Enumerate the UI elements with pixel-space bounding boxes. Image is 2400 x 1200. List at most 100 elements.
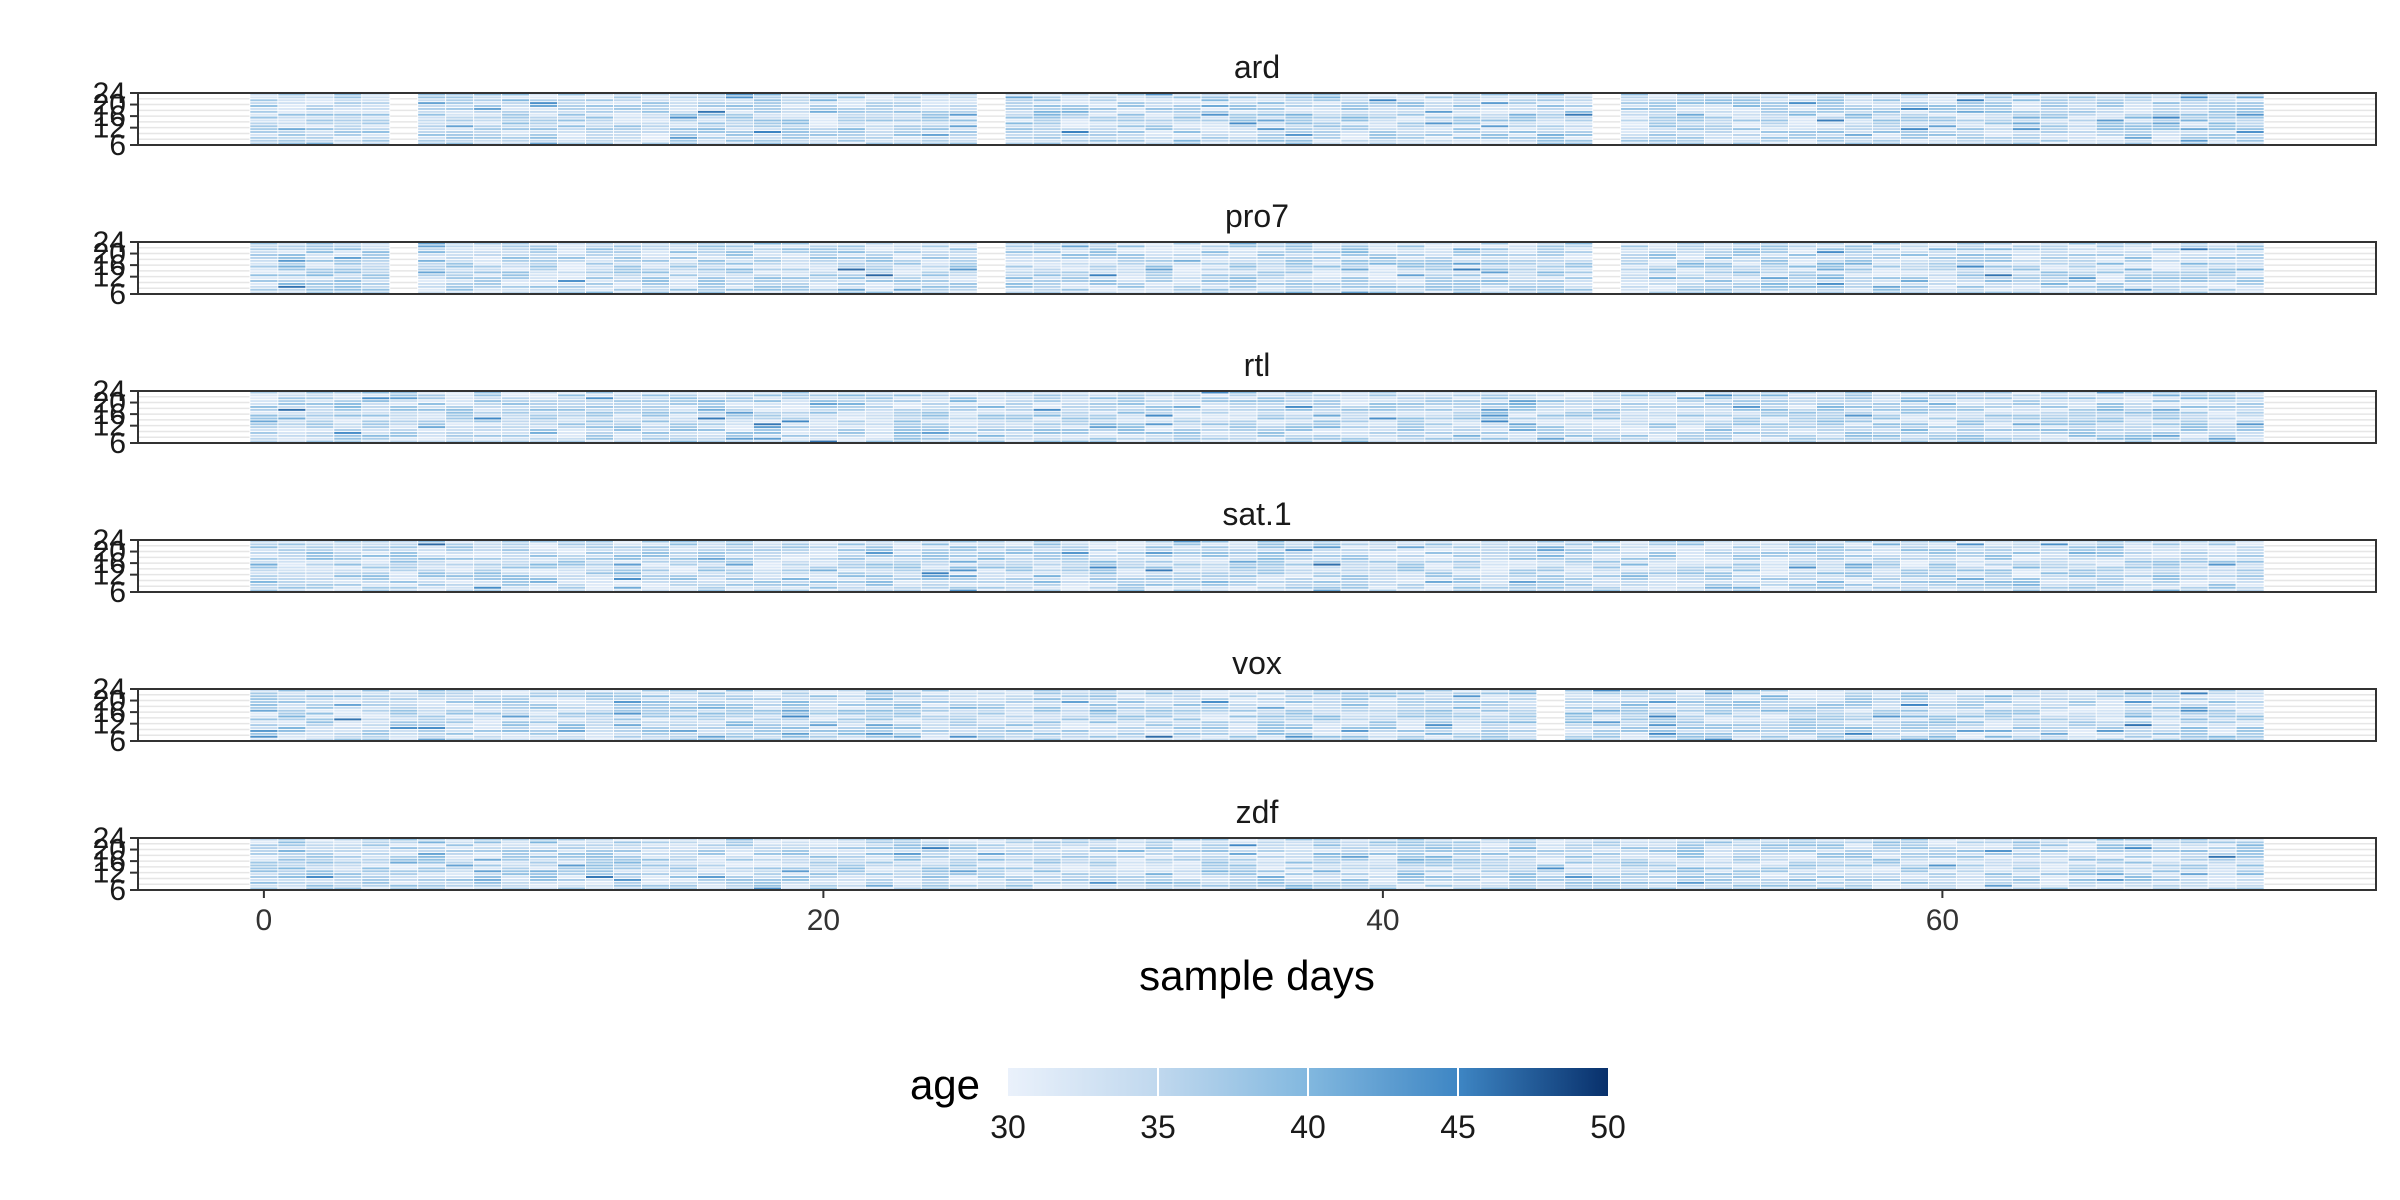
heatmap-cell <box>1704 284 1733 289</box>
heatmap-cell <box>585 135 614 140</box>
heatmap-cell <box>529 551 559 555</box>
heatmap-cell <box>1060 138 1090 143</box>
heatmap-cell <box>1732 109 1761 114</box>
heatmap-cell <box>1200 121 1230 126</box>
heatmap-cell <box>389 542 419 547</box>
heatmap-cell <box>1340 393 1370 398</box>
heatmap-cell <box>1172 284 1202 289</box>
heatmap-cell <box>1676 261 1706 266</box>
heatmap-cell <box>1983 431 2013 435</box>
heatmap-cell <box>333 258 363 263</box>
heatmap-cell <box>473 287 503 292</box>
heatmap-cell <box>725 250 754 254</box>
heatmap-cell <box>1592 428 1622 432</box>
heatmap-cell <box>1228 273 1258 278</box>
heatmap-cell <box>1844 436 1873 441</box>
heatmap-cell <box>2179 284 2209 289</box>
heatmap-cell <box>1480 407 1510 412</box>
heatmap-cell <box>417 393 447 398</box>
heatmap-cell <box>1955 577 1985 581</box>
heatmap-cell <box>641 279 670 283</box>
heatmap-cell <box>725 261 754 266</box>
heatmap-cell <box>1200 104 1230 108</box>
heatmap-cell <box>1676 95 1706 100</box>
heatmap-cell <box>864 433 894 438</box>
heatmap-cell <box>948 107 978 111</box>
heatmap-cell <box>529 433 559 438</box>
heatmap-cell <box>1340 413 1370 418</box>
heatmap-cell <box>641 127 670 131</box>
heatmap-cell <box>1256 282 1286 286</box>
heatmap-cell <box>725 582 754 587</box>
heatmap-cell <box>501 273 531 278</box>
heatmap-cell <box>920 399 950 403</box>
heatmap-cell <box>1088 416 1118 421</box>
heatmap-cell <box>1844 95 1873 100</box>
heatmap-cell <box>1508 542 1538 547</box>
heatmap-cell <box>1256 115 1286 120</box>
heatmap-cell <box>1172 267 1202 272</box>
heatmap-cell <box>1983 270 2013 275</box>
heatmap-cell <box>2095 405 2125 409</box>
heatmap-cell <box>2207 109 2237 114</box>
heatmap-cell <box>1452 112 1482 117</box>
heatmap-cell <box>1200 545 1230 550</box>
heatmap-cell <box>613 548 642 552</box>
heatmap-cell <box>1760 402 1789 406</box>
heatmap-cell <box>1508 135 1538 140</box>
heatmap-cell <box>1760 244 1789 249</box>
heatmap-cell <box>1816 568 1845 573</box>
heatmap-cell <box>613 556 642 561</box>
heatmap-cell <box>948 130 978 134</box>
heatmap-cell <box>1032 98 1062 103</box>
heatmap-cell <box>1088 559 1118 564</box>
heatmap-cell <box>1844 545 1873 550</box>
heatmap-cell <box>1732 118 1761 123</box>
heatmap-cell <box>529 577 559 581</box>
heatmap-cell <box>1480 256 1510 260</box>
heatmap-cell <box>1844 267 1873 272</box>
heatmap-cell <box>1172 574 1202 578</box>
heatmap-cell <box>417 247 447 252</box>
heatmap-cell <box>1116 256 1146 260</box>
heatmap-cell <box>1480 279 1510 283</box>
heatmap-cell <box>613 551 642 555</box>
heatmap-cell <box>249 101 279 105</box>
heatmap-cell <box>249 244 279 249</box>
heatmap-cell <box>1648 422 1678 427</box>
heatmap-cell <box>585 577 614 581</box>
heatmap-cell <box>305 428 335 432</box>
heatmap-cell <box>2235 127 2265 131</box>
heatmap-cell <box>1368 545 1398 550</box>
heatmap-cell <box>585 422 614 427</box>
heatmap-cell <box>697 130 726 134</box>
heatmap-cell <box>753 282 782 286</box>
heatmap-cell <box>2179 121 2209 126</box>
heatmap-cell <box>725 138 754 143</box>
heatmap-cell <box>1256 580 1286 584</box>
heatmap-cell <box>249 282 279 286</box>
heatmap-cell <box>1508 267 1538 272</box>
heatmap-cell <box>333 419 363 424</box>
heatmap-cell <box>1116 554 1146 558</box>
heatmap-cell <box>1955 551 1985 555</box>
heatmap-cell <box>361 554 391 558</box>
heatmap-cell <box>1284 104 1314 108</box>
heatmap-cell <box>1256 138 1286 143</box>
heatmap-cell <box>1788 565 1817 570</box>
heatmap-cell <box>1900 98 1929 103</box>
heatmap-cell <box>1704 121 1733 126</box>
heatmap-cell <box>948 121 978 126</box>
heatmap-cell <box>976 407 1006 412</box>
heatmap-cell <box>1928 247 1957 252</box>
heatmap-cell <box>892 582 922 587</box>
heatmap-cell <box>417 115 447 120</box>
heatmap-cell <box>277 98 307 103</box>
heatmap-cell <box>1983 261 2013 266</box>
heatmap-cell <box>1900 431 1929 435</box>
heatmap-cell <box>333 545 363 550</box>
heatmap-cell <box>1676 422 1706 427</box>
heatmap-cell <box>2039 287 2069 292</box>
heatmap-cell <box>1368 258 1398 263</box>
